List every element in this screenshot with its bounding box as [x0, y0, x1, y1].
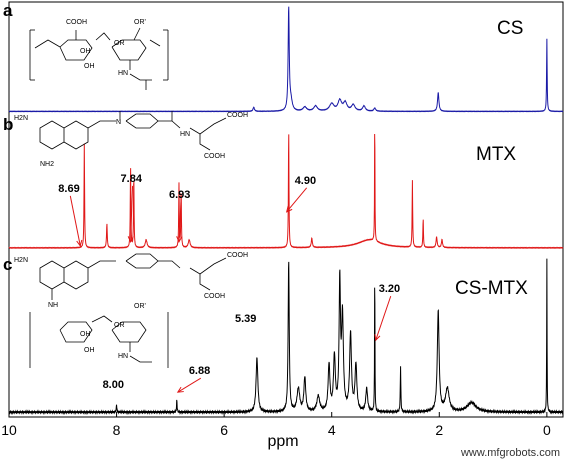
panel-letter-a: a: [3, 1, 13, 20]
spectrum-line-c: [8, 258, 564, 416]
cs-cooh: COOH: [66, 19, 87, 26]
peak-label-c-2: 8.00: [103, 379, 124, 391]
sample-label-cs: CS: [497, 18, 523, 39]
mtx-nh2: NH2: [40, 161, 54, 168]
csmtx-nh: NH: [48, 302, 58, 309]
spectra-group: [8, 6, 564, 416]
peak-label-b-3: 4.90: [295, 175, 316, 187]
csmtx-cooh2: COOH: [204, 293, 225, 300]
spectrum-line-a: [8, 6, 564, 113]
sample-label-csmtx: CS-MTX: [455, 278, 528, 299]
mtx-structure-drawing: H2N NH2 N HN COOH COOH: [14, 111, 248, 168]
peak-arrow-b-2: [178, 201, 182, 242]
peak-label-c-1: 3.20: [379, 283, 400, 295]
x-tick-label: 4: [328, 422, 336, 438]
spectrum-line-b: [8, 134, 564, 250]
panel-letter-c: c: [3, 255, 12, 274]
x-tick-label: 8: [113, 422, 121, 438]
peak-label-b-2: 6.93: [169, 189, 190, 201]
x-tick-label: 0: [543, 422, 551, 438]
csmtx-structure-drawing: H2N NH OR' OR OH OH HN COOH COOH: [14, 252, 248, 368]
peak-arrowhead-c-3: [176, 386, 184, 393]
cs-or: OR: [114, 40, 125, 47]
peak-annotations: 8.69 7.84 6.93 4.90 5.39 3.20 8.00 6.88: [58, 173, 400, 393]
peak-arrowhead-b-0: [76, 239, 83, 247]
csmtx-oh2: OH: [84, 347, 95, 354]
csmtx-h2n: H2N: [14, 257, 28, 264]
csmtx-oh1: OH: [80, 331, 91, 338]
cs-oh1: OH: [80, 48, 91, 55]
csmtx-cooh1: COOH: [227, 252, 248, 259]
peak-label-c-0: 5.39: [235, 313, 256, 325]
watermark-text: www.mfgrobots.com: [460, 447, 560, 459]
peak-arrow-c-3: [177, 377, 202, 393]
mtx-cooh1: COOH: [227, 112, 248, 119]
x-tick-label: 6: [220, 422, 228, 438]
plot-frame: [8, 1, 564, 418]
peak-arrow-b-1: [130, 185, 134, 242]
sample-label-mtx: MTX: [476, 144, 516, 165]
peak-arrow-b-0: [69, 195, 81, 246]
peak-label-b-1: 7.84: [121, 173, 143, 185]
peak-arrow-b-3: [286, 187, 308, 213]
peak-arrowhead-b-3: [285, 205, 293, 213]
csmtx-hn: HN: [118, 353, 128, 360]
peak-arrowhead-b-1: [127, 236, 134, 243]
mtx-n-methyl: N: [116, 119, 121, 126]
peak-arrowhead-c-1: [374, 334, 381, 342]
panel-letter-b: b: [3, 115, 13, 134]
cs-structure-drawing: COOH OR' OR OH OH HN: [29, 19, 169, 90]
x-axis-ticks: 10 8 6 4 2 0: [1, 412, 551, 438]
x-tick-label: 10: [1, 422, 17, 438]
cs-or-prime: OR': [134, 19, 146, 26]
cs-hn: HN: [118, 70, 128, 77]
mtx-h2n: H2N: [14, 115, 28, 122]
x-axis-title: ppm: [267, 433, 298, 450]
csmtx-or: OR: [114, 322, 125, 329]
peak-arrowhead-b-2: [176, 236, 183, 243]
csmtx-or-prime: OR': [134, 303, 146, 310]
peak-arrow-c-1: [375, 295, 392, 341]
cs-oh2: OH: [84, 63, 95, 70]
x-tick-label: 2: [435, 422, 443, 438]
peak-label-c-3: 6.88: [189, 365, 210, 377]
mtx-nh: HN: [180, 131, 190, 138]
mtx-cooh2: COOH: [204, 153, 225, 160]
peak-label-b-0: 8.69: [58, 183, 79, 195]
